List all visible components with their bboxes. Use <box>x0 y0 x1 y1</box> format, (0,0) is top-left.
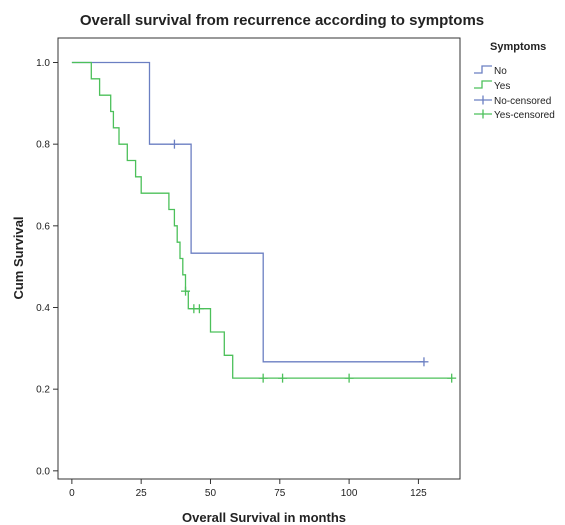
legend-item-yes: Yes <box>474 80 510 92</box>
x-axis: 0 25 50 75 100 125 <box>69 479 427 499</box>
censor-mark-yes-censored <box>194 304 204 314</box>
y-tick-label: 1.0 <box>36 58 50 69</box>
legend-swatch <box>474 80 492 89</box>
x-tick-label: 125 <box>410 488 427 499</box>
legend-label: No <box>494 66 507 77</box>
legend-title: Symptoms <box>490 41 546 53</box>
censor-mark-no-censored <box>419 357 429 367</box>
x-tick-label: 0 <box>69 488 75 499</box>
y-tick-label: 0.8 <box>36 140 50 151</box>
chart-title: Overall survival from recurrence accordi… <box>80 12 484 29</box>
y-tick-label: 0.6 <box>36 221 50 232</box>
legend-item-yes-censored: Yes-censored <box>474 109 555 121</box>
legend-label: Yes-censored <box>494 110 555 121</box>
censor-mark-yes-censored <box>258 373 268 383</box>
censor-mark-yes-censored <box>181 286 191 296</box>
plot-frame <box>57 37 461 480</box>
legend-item-no: No <box>474 65 507 77</box>
legend-label: No-censored <box>494 96 551 107</box>
x-tick-label: 25 <box>136 488 148 499</box>
censor-mark-yes-censored <box>278 373 288 383</box>
x-tick-label: 50 <box>205 488 217 499</box>
y-axis: 0.0 0.2 0.4 0.6 0.8 1.0 <box>36 58 58 477</box>
x-axis-label: Overall Survival in months <box>182 510 346 525</box>
legend-label: Yes <box>494 81 510 92</box>
censor-mark-yes-censored <box>344 373 354 383</box>
series-line-yes <box>71 61 452 379</box>
censor-mark-no-censored <box>169 139 179 149</box>
x-tick-label: 75 <box>274 488 286 499</box>
series-line-no <box>71 61 424 363</box>
legend-item-no-censored: No-censored <box>474 95 551 107</box>
y-tick-label: 0.2 <box>36 385 50 396</box>
series-layer <box>71 61 457 383</box>
censor-mark-yes-censored <box>447 373 457 383</box>
y-tick-label: 0.4 <box>36 303 50 314</box>
y-tick-label: 0.0 <box>36 466 50 477</box>
legend: Symptoms No Yes No-censored Yes-censored <box>474 41 555 121</box>
legend-swatch <box>474 65 492 74</box>
x-tick-label: 100 <box>341 488 358 499</box>
y-axis-label: Cum Survival <box>11 216 26 299</box>
